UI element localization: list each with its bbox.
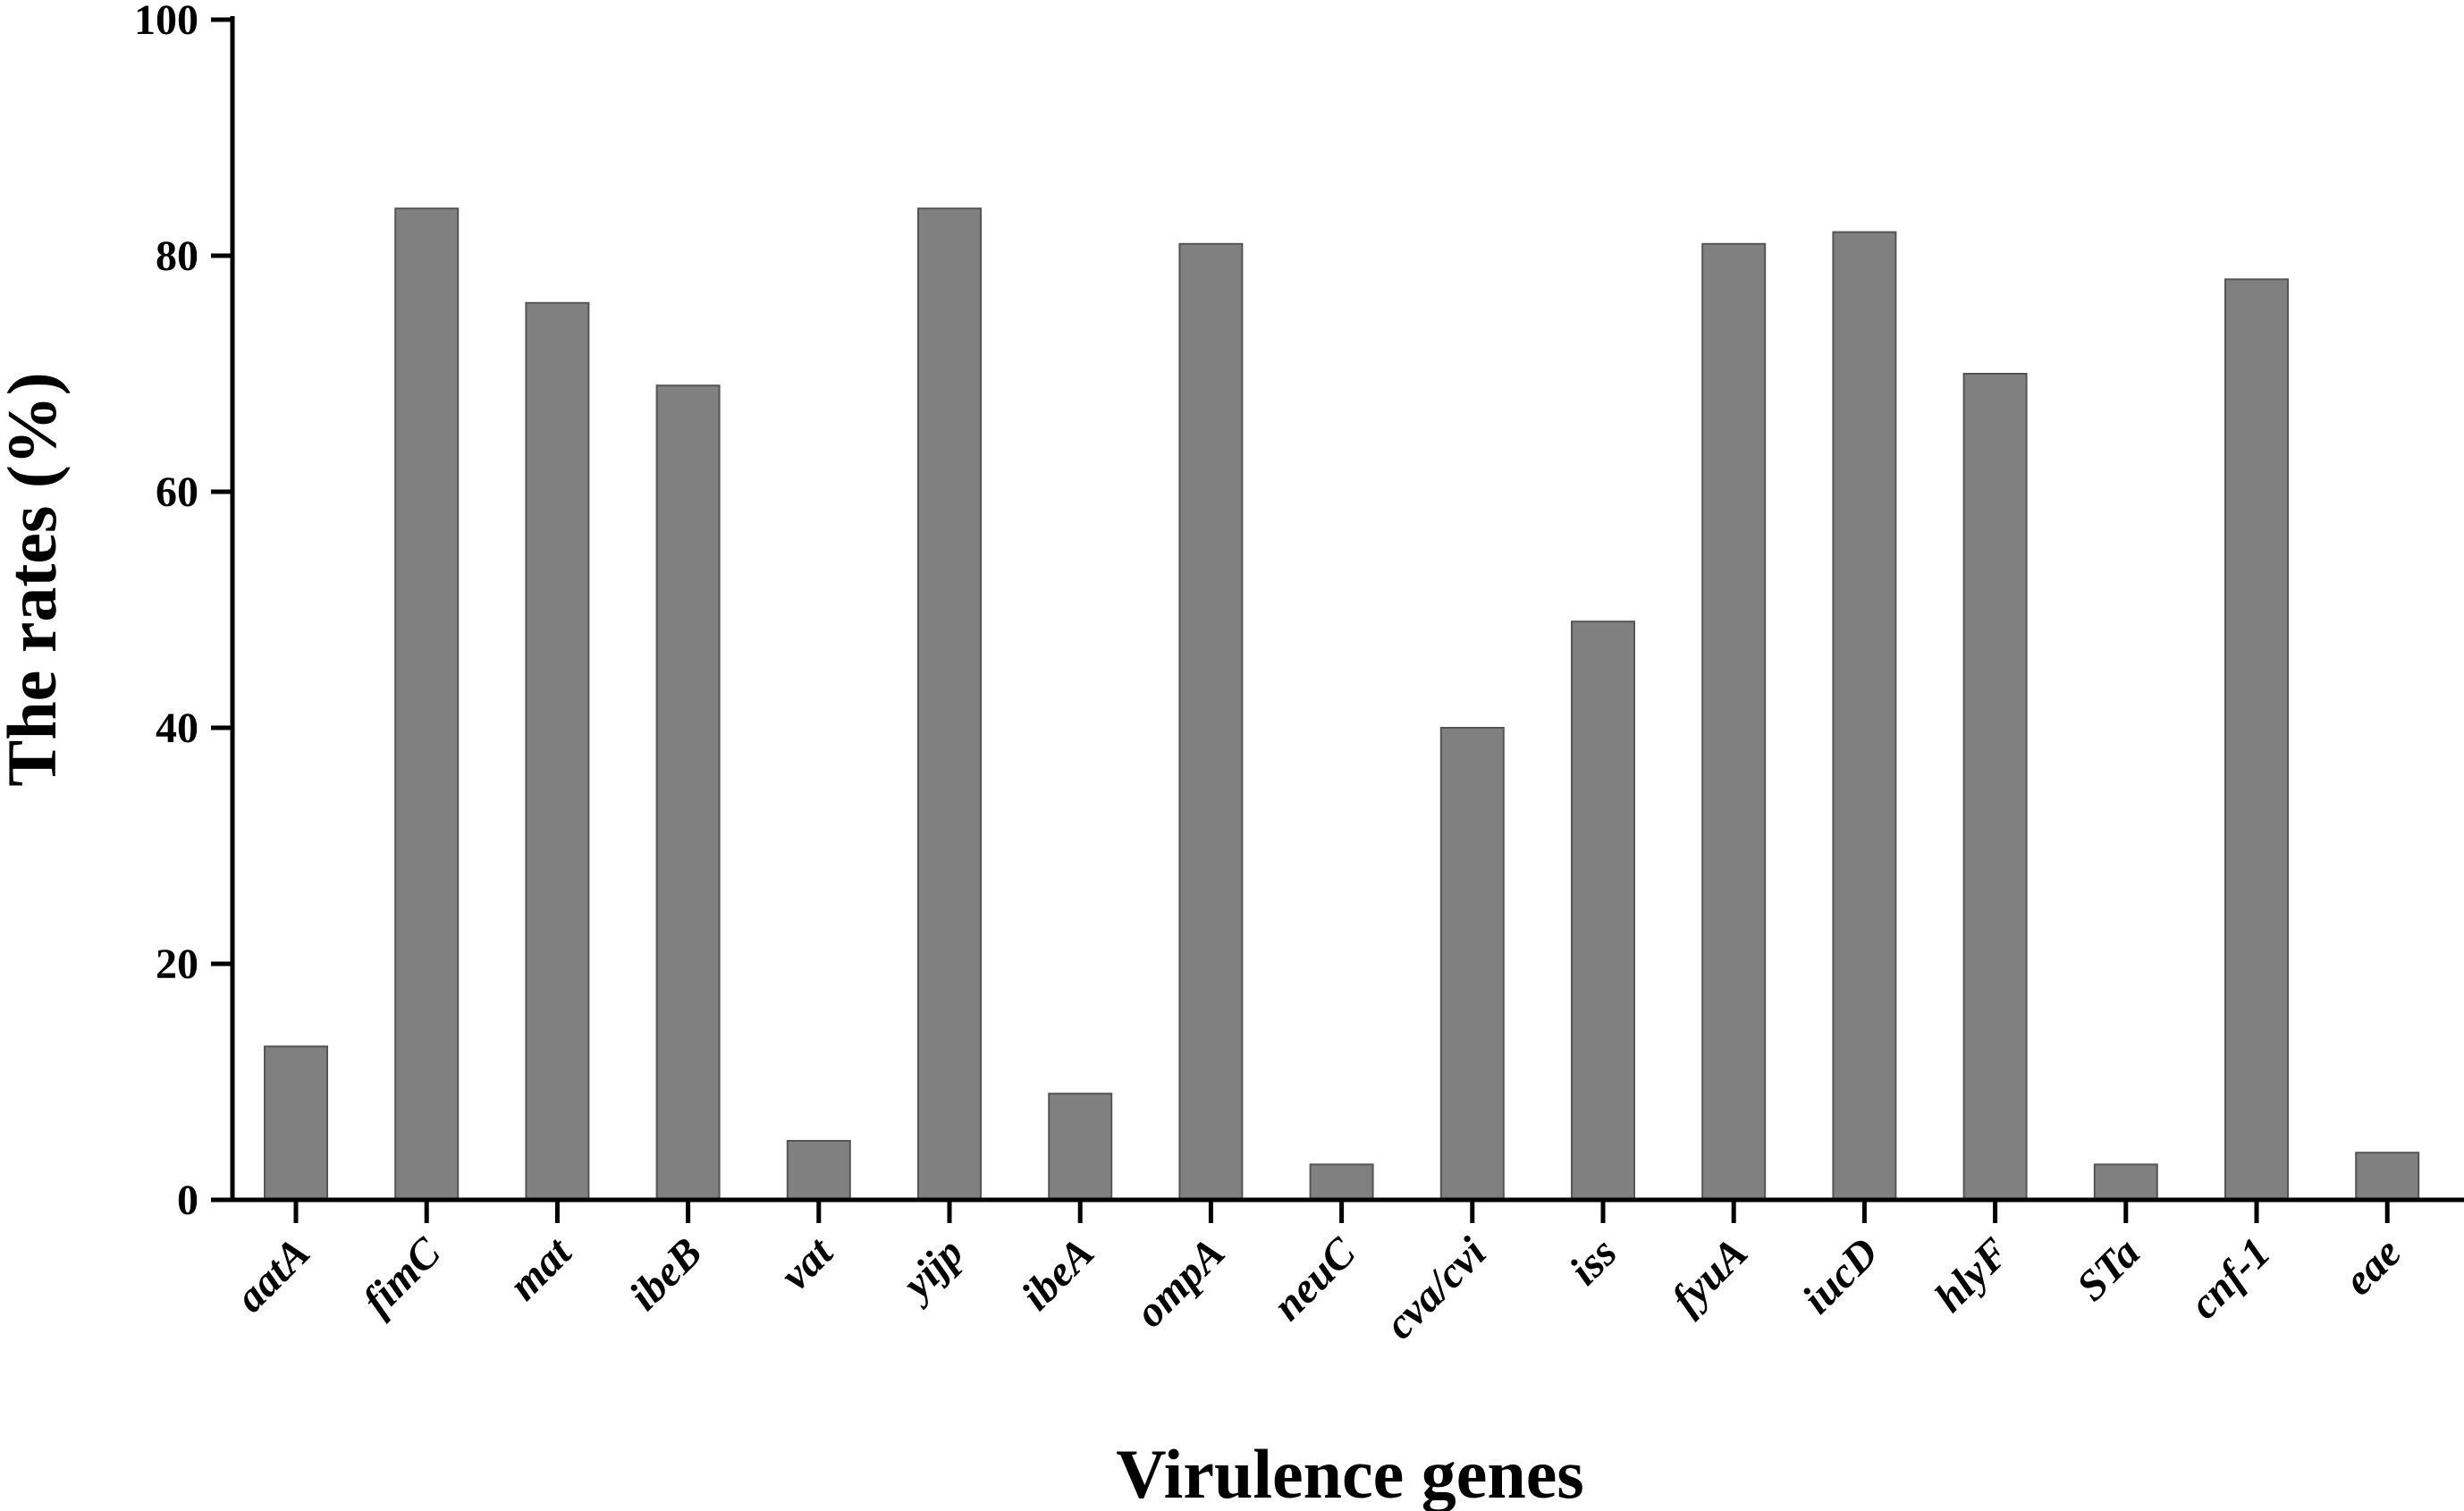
bar-yijp	[917, 207, 982, 1202]
x-tick-label-cva-cvi: cva/cvi	[1376, 1228, 1496, 1348]
x-tick-label-cnf-1: cnf-1	[2181, 1228, 2280, 1328]
x-tick-label-hlyF: hlyF	[1926, 1228, 2018, 1321]
y-axis: 0 20 40 60 80 100	[134, 0, 235, 1224]
y-tick-label-60: 60	[156, 468, 198, 516]
x-tick-label-fimC: fimC	[354, 1228, 451, 1325]
x-tick-label-iss: iss	[1560, 1228, 1625, 1294]
bar-STa	[2093, 1163, 2158, 1202]
bar-vat	[786, 1140, 851, 1201]
bar-iucD	[1832, 231, 1897, 1202]
x-axis: aatA fimC mat ibeB vat yijp ibeA ompA neuC cva/cv…	[226, 1197, 2464, 1348]
bar-eae	[2355, 1152, 2420, 1201]
bar-ibeA	[1048, 1093, 1113, 1201]
x-tick-label-eae: eae	[2334, 1228, 2410, 1304]
x-tick-label-neuC: neuC	[1263, 1228, 1365, 1330]
x-tick-label-ibeB: ibeB	[620, 1228, 712, 1320]
bar-cnf-1	[2224, 278, 2289, 1201]
bar-mat	[525, 301, 590, 1201]
x-axis-title: Virulence genes	[1116, 1435, 1584, 1511]
x-tick-label-aatA: aatA	[226, 1228, 318, 1321]
bar-fimC	[394, 207, 460, 1202]
bars-group	[264, 207, 2420, 1202]
bar-neuC	[1309, 1163, 1374, 1202]
x-tick-label-mat: mat	[500, 1228, 581, 1309]
y-tick-label-20: 20	[156, 941, 198, 988]
x-tick-label-ibeA: ibeA	[1012, 1228, 1103, 1320]
x-tick-label-vat: vat	[772, 1228, 843, 1299]
bar-iss	[1571, 620, 1635, 1201]
bar-fyuA	[1701, 242, 1767, 1201]
y-tick-label-100: 100	[134, 0, 198, 44]
bar-hlyF	[1962, 373, 2028, 1201]
bar-ibeB	[655, 384, 721, 1201]
y-tick-label-40: 40	[156, 705, 198, 752]
x-tick-label-iucD: iucD	[1793, 1228, 1887, 1322]
y-tick-label-80: 80	[156, 232, 198, 280]
bar-ompA	[1178, 242, 1244, 1201]
x-tick-label-fyuA: fyuA	[1663, 1228, 1757, 1322]
y-tick-label-0: 0	[177, 1177, 198, 1224]
bar-cva-cvi	[1439, 727, 1505, 1201]
x-tick-label-yijp: yijp	[890, 1228, 973, 1311]
y-axis-title: The rates (%)	[0, 372, 71, 787]
x-tick-label-ompA: ompA	[1127, 1228, 1234, 1336]
bar-aatA	[264, 1045, 328, 1202]
x-tick-label-STa: STa	[2068, 1228, 2149, 1310]
